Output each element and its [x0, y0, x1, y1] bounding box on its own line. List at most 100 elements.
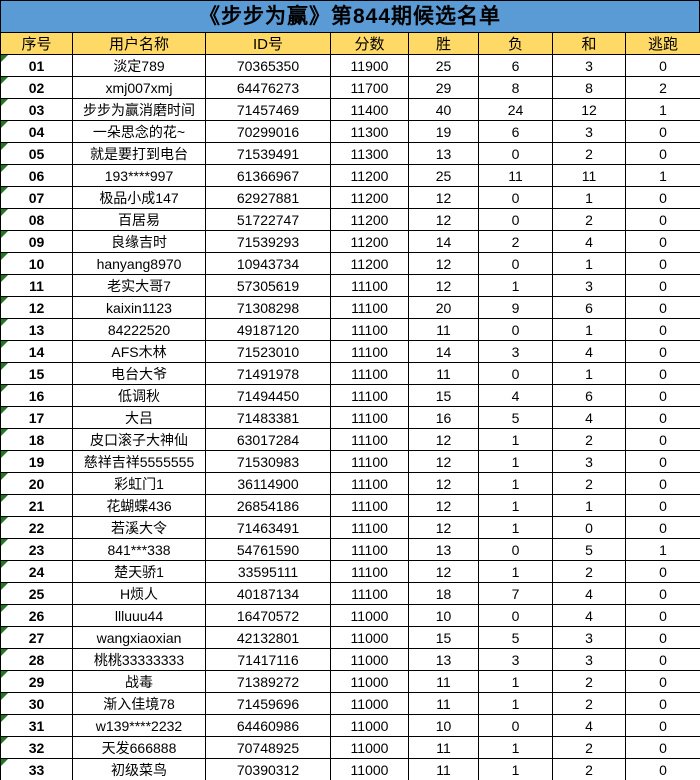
score-cell: 11100 [330, 296, 409, 319]
losses-cell: 6 [478, 54, 553, 77]
username-cell: 桃桃33333333 [72, 648, 206, 671]
flees-cell: 0 [625, 318, 700, 341]
losses-cell: 11 [478, 164, 553, 187]
table-row: 29 战毒 71389272 11000 11 1 2 0 [0, 670, 700, 693]
losses-cell: 0 [478, 714, 553, 737]
score-cell: 11000 [330, 604, 409, 627]
draws-cell: 3 [552, 120, 626, 143]
table-row: 31 w139****2232 64460986 11000 10 0 4 0 [0, 714, 700, 737]
score-cell: 11100 [330, 538, 409, 561]
flees-cell: 0 [625, 450, 700, 473]
flees-cell: 0 [625, 736, 700, 759]
cell-flag-triangle-icon [1, 583, 8, 590]
draws-cell: 2 [552, 472, 626, 495]
wins-cell: 11 [408, 670, 479, 693]
row-index-cell: 33 [0, 758, 73, 780]
column-header-username: 用户名称 [72, 32, 206, 55]
cell-flag-triangle-icon [1, 671, 8, 678]
table-row: 19 慈祥吉祥5555555 71530983 11100 12 1 3 0 [0, 450, 700, 473]
id-cell: 71463491 [205, 516, 331, 539]
row-index-label: 15 [28, 365, 45, 382]
score-cell: 11200 [330, 186, 409, 209]
draws-cell: 1 [552, 252, 626, 275]
score-cell: 11100 [330, 428, 409, 451]
wins-cell: 15 [408, 384, 479, 407]
row-index-label: 10 [28, 255, 45, 272]
flees-cell: 0 [625, 274, 700, 297]
score-cell: 11100 [330, 362, 409, 385]
score-cell: 11100 [330, 340, 409, 363]
id-cell: 71308298 [205, 296, 331, 319]
cell-flag-triangle-icon [1, 737, 8, 744]
losses-cell: 0 [478, 362, 553, 385]
flees-cell: 0 [625, 648, 700, 671]
draws-cell: 11 [552, 164, 626, 187]
id-cell: 71523010 [205, 340, 331, 363]
losses-cell: 2 [478, 230, 553, 253]
wins-cell: 12 [408, 494, 479, 517]
row-index-label: 21 [28, 497, 45, 514]
cell-flag-triangle-icon [1, 473, 8, 480]
row-index-cell: 20 [0, 472, 73, 495]
draws-cell: 3 [552, 274, 626, 297]
losses-cell: 1 [478, 758, 553, 780]
username-cell: 皮口滚子大神仙 [72, 428, 206, 451]
table-row: 10 hanyang8970 10943734 11200 12 0 1 0 [0, 252, 700, 275]
row-index-label: 14 [28, 343, 45, 360]
id-cell: 71530983 [205, 450, 331, 473]
score-cell: 11400 [330, 98, 409, 121]
table-row: 32 天发666888 70748925 11000 11 1 2 0 [0, 736, 700, 759]
row-index-cell: 11 [0, 274, 73, 297]
wins-cell: 12 [408, 450, 479, 473]
id-cell: 71457469 [205, 98, 331, 121]
username-cell: 慈祥吉祥5555555 [72, 450, 206, 473]
table-row: 22 若溪大令 71463491 11100 12 1 0 0 [0, 516, 700, 539]
row-index-cell: 13 [0, 318, 73, 341]
flees-cell: 0 [625, 560, 700, 583]
id-cell: 71483381 [205, 406, 331, 429]
wins-cell: 25 [408, 164, 479, 187]
username-cell: wangxiaoxian [72, 626, 206, 649]
score-cell: 11100 [330, 384, 409, 407]
row-index-cell: 14 [0, 340, 73, 363]
wins-cell: 10 [408, 604, 479, 627]
row-index-cell: 04 [0, 120, 73, 143]
cell-flag-triangle-icon [1, 297, 8, 304]
flees-cell: 0 [625, 582, 700, 605]
row-index-label: 06 [28, 167, 45, 184]
row-index-label: 07 [28, 189, 45, 206]
row-index-cell: 21 [0, 494, 73, 517]
row-index-cell: 25 [0, 582, 73, 605]
draws-cell: 6 [552, 296, 626, 319]
cell-flag-triangle-icon [1, 539, 8, 546]
wins-cell: 12 [408, 472, 479, 495]
losses-cell: 9 [478, 296, 553, 319]
cell-flag-triangle-icon [1, 407, 8, 414]
table-row: 24 楚天骄1 33595111 11100 12 1 2 0 [0, 560, 700, 583]
row-index-label: 22 [28, 519, 45, 536]
wins-cell: 16 [408, 406, 479, 429]
wins-cell: 15 [408, 626, 479, 649]
row-index-label: 33 [28, 761, 45, 778]
cell-flag-triangle-icon [1, 561, 8, 568]
table-row: 26 llluuu44 16470572 11000 10 0 4 0 [0, 604, 700, 627]
draws-cell: 2 [552, 692, 626, 715]
losses-cell: 6 [478, 120, 553, 143]
wins-cell: 13 [408, 538, 479, 561]
row-index-label: 12 [28, 299, 45, 316]
cell-flag-triangle-icon [1, 165, 8, 172]
row-index-cell: 17 [0, 406, 73, 429]
id-cell: 42132801 [205, 626, 331, 649]
score-cell: 11300 [330, 142, 409, 165]
username-cell: 大吕 [72, 406, 206, 429]
username-cell: kaixin1123 [72, 296, 206, 319]
row-index-cell: 16 [0, 384, 73, 407]
username-cell: llluuu44 [72, 604, 206, 627]
wins-cell: 10 [408, 714, 479, 737]
score-cell: 11000 [330, 670, 409, 693]
row-index-label: 16 [28, 387, 45, 404]
username-cell: w139****2232 [72, 714, 206, 737]
wins-cell: 18 [408, 582, 479, 605]
table-row: 05 就是要打到电台 71539491 11300 13 0 2 0 [0, 142, 700, 165]
flees-cell: 0 [625, 692, 700, 715]
